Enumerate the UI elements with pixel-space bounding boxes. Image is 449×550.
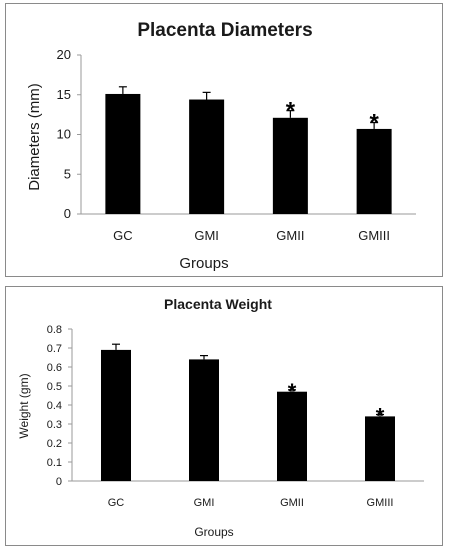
diameters-chart-svg: Placenta Diameters Groups Diameters (mm)… [26,20,416,272]
significance-marker: * [286,98,296,125]
x-axis-label: Groups [194,525,233,539]
significance-marker: * [369,110,379,137]
y-axis-label: Weight (gm) [17,373,31,438]
bar [277,391,307,481]
x-tick-label: GMIII [358,228,390,243]
x-tick-label: GMII [276,228,304,243]
y-tick-label: 0.7 [47,343,62,355]
bar [105,93,141,214]
y-tick-label: 0 [64,206,71,221]
y-tick-label: 0.1 [47,457,62,469]
y-axis-label: Diameters (mm) [26,83,43,191]
x-tick-label: GMII [280,497,304,509]
x-tick-label: GC [113,228,133,243]
chart-title: Placenta Diameters [137,20,312,41]
significance-marker: * [288,379,297,404]
y-tick-label: 0.3 [47,419,62,431]
bar [189,99,225,214]
y-tick-label: 10 [57,127,71,142]
bar [365,416,395,481]
y-tick-label: 0.6 [47,362,62,374]
y-tick-label: 0 [56,476,62,488]
y-tick-label: 5 [64,166,71,181]
chart-title: Placenta Weight [164,296,272,312]
x-tick-label: GC [108,497,125,509]
y-tick-label: 20 [57,47,71,62]
y-tick-label: 15 [57,87,71,102]
x-axis-label: Groups [179,255,228,272]
y-tick-label: 0.4 [47,400,62,412]
bar [101,349,131,481]
weight-chart-svg: Placenta Weight Groups Weight (gm) 0 0.1 0… [17,296,424,539]
chart-panel-diameters: Placenta Diameters Groups Diameters (mm)… [5,3,443,277]
y-tick-label: 0.5 [47,381,62,393]
x-tick-label: GMIII [367,497,394,509]
chart-panel-weight: Placenta Weight Groups Weight (gm) 0 0.1 0… [5,286,443,546]
x-tick-label: GMI [194,228,219,243]
bar [356,128,392,214]
y-tick-label: 0.2 [47,438,62,450]
significance-marker: * [376,404,385,429]
x-tick-label: GMI [194,497,215,509]
bar [189,359,219,481]
bar [272,117,308,214]
y-tick-label: 0.8 [47,324,62,336]
